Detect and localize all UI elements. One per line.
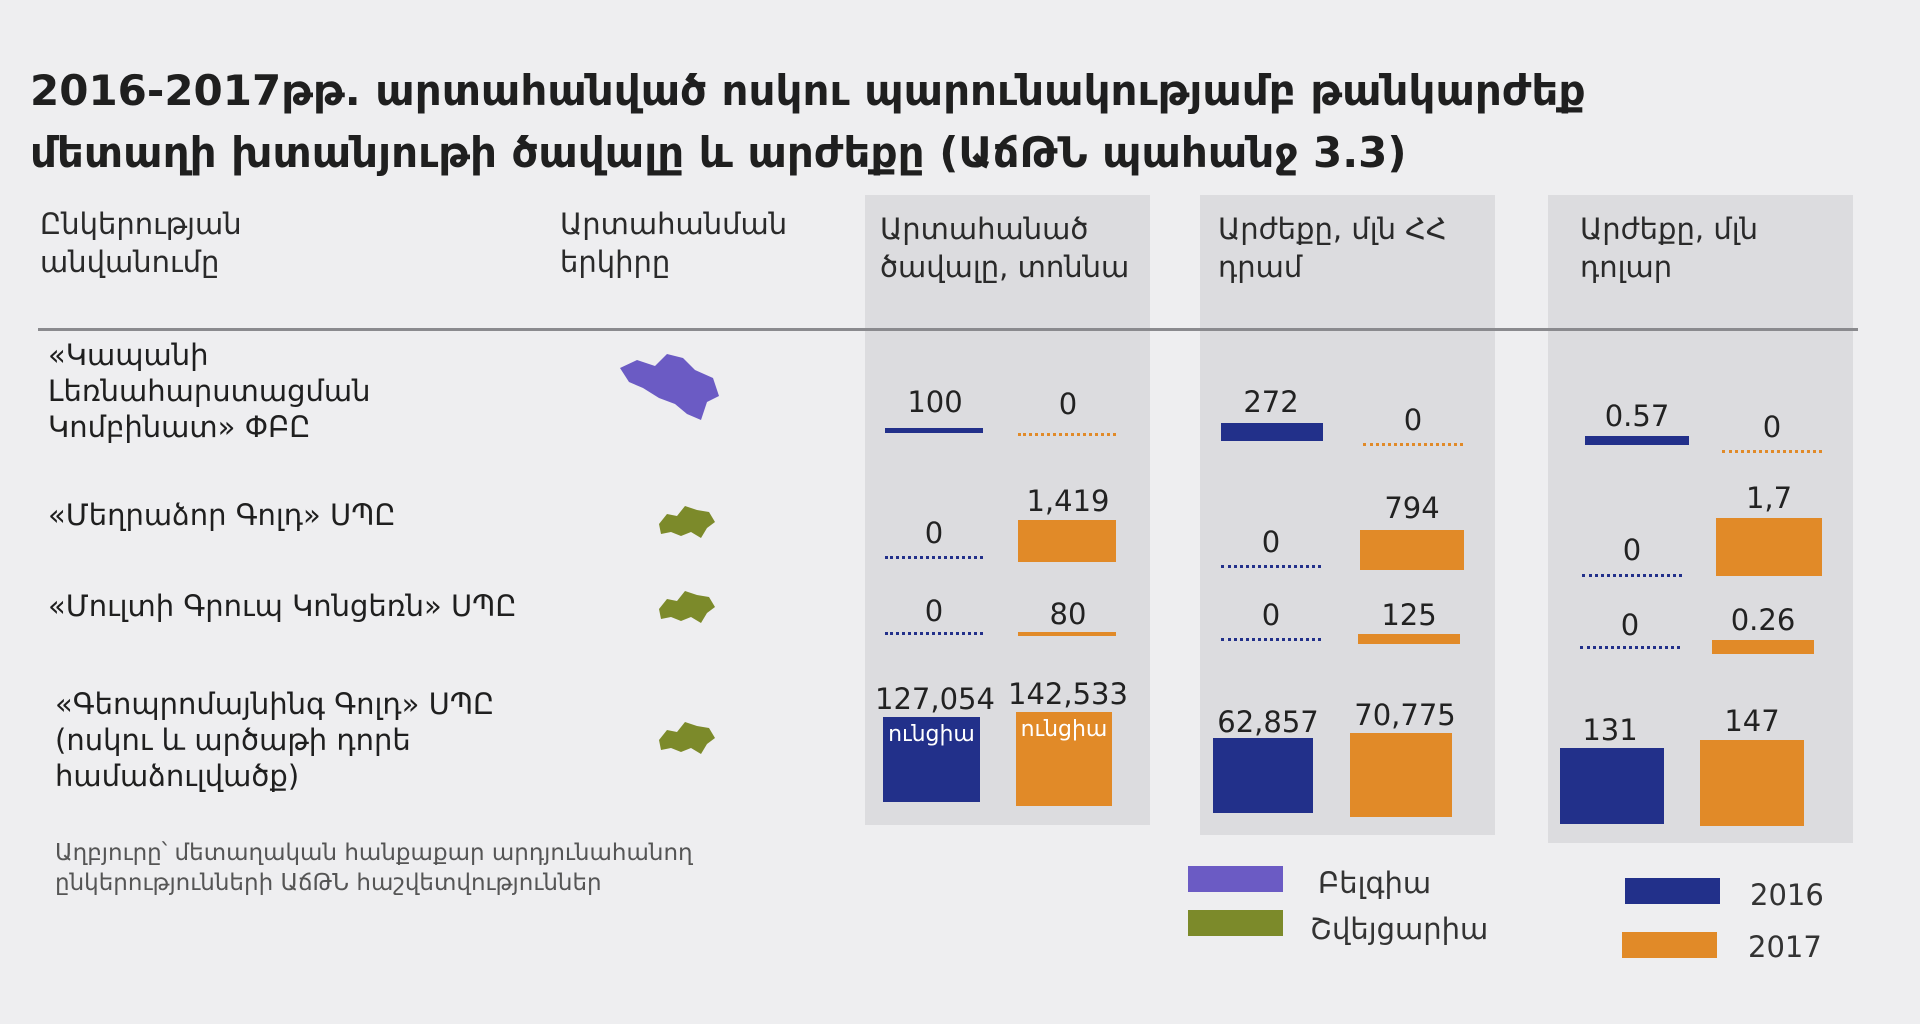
switzerland-map-icon [659, 506, 715, 538]
legend-label-switzerland: Շվեյցարիա [1310, 912, 1489, 946]
belgium-map-icon [620, 354, 719, 420]
legend-label-2017: 2017 [1748, 930, 1822, 964]
data-label-r2-usd-2016: 0 [1622, 533, 1642, 567]
source-note: Աղբյուրը՝ մետաղական հանքաքար արդյունահան… [55, 840, 693, 896]
bar-r4-usd-2016 [1560, 748, 1664, 824]
bar-r2-amd-2017 [1360, 530, 1464, 570]
data-label-r1-usd-2016: 0.57 [1604, 399, 1670, 433]
data-label-r3-amd-2017: 125 [1381, 598, 1437, 632]
zero-line-r3-usd-2016 [1580, 646, 1680, 649]
bar-r4-usd-2017 [1700, 740, 1804, 826]
data-label-r2-volume-2016: 0 [924, 516, 944, 550]
data-label-r2-amd-2016: 0 [1261, 525, 1281, 559]
row-label-multi-group: «Մուլտի Գրուպ Կոնցեռն» ՍՊԸ [48, 589, 517, 623]
bar-r2-usd-2017 [1716, 518, 1822, 576]
data-label-r3-amd-2016: 0 [1261, 598, 1281, 632]
amd-column-bg [1200, 195, 1495, 835]
data-label-r2-amd-2017: 794 [1384, 491, 1440, 525]
zero-line-r2-usd-2016 [1582, 574, 1682, 577]
zero-line-r3-amd-2016 [1221, 638, 1321, 641]
data-label-r1-volume-2017: 0 [1058, 387, 1078, 421]
data-label-r1-amd-2017: 0 [1403, 403, 1423, 437]
header-country: Արտահանման երկիրը [560, 207, 788, 279]
legend-swatch-belgium [1188, 866, 1283, 892]
legend-label-belgium: Բելգիա [1318, 866, 1432, 900]
unit-note-r4-volume-2016: ունցիա [888, 722, 975, 747]
switzerland-map-icon [659, 722, 715, 754]
bar-r2-volume-2017 [1018, 520, 1116, 562]
data-label-r4-amd-2016: 62,857 [1217, 705, 1319, 739]
bar-r3-amd-2017 [1358, 634, 1460, 644]
data-label-r4-usd-2016: 131 [1582, 713, 1638, 747]
data-label-r2-volume-2017: 1,419 [1026, 484, 1110, 518]
chart-title: 2016-2017թթ. արտահանված ոսկու պարունակու… [30, 66, 1586, 177]
legend-swatch-switzerland [1188, 910, 1283, 936]
data-label-r1-volume-2016: 100 [907, 385, 963, 419]
bar-r1-volume-2016 [885, 428, 983, 433]
bar-r4-amd-2017 [1350, 733, 1452, 817]
data-label-r1-amd-2016: 272 [1243, 385, 1299, 419]
bar-r1-amd-2016 [1221, 423, 1323, 441]
data-label-r4-volume-2016: 127,054 [875, 682, 995, 716]
legend-swatch-2017 [1622, 932, 1717, 958]
data-label-r2-usd-2017: 1,7 [1745, 481, 1793, 515]
bar-r1-usd-2016 [1585, 436, 1689, 445]
data-label-r4-amd-2017: 70,775 [1354, 698, 1456, 732]
legend-label-2016: 2016 [1750, 878, 1824, 912]
header-value-amd: Արժեքը, մլն ՀՀ դրամ [1218, 212, 1447, 284]
header-divider [38, 328, 1858, 331]
row-label-geopromining: «Գեոպրոմայնինգ Գոլդ» ՍՊԸ (ոսկու և արծաթի… [55, 687, 495, 793]
header-value-usd: Արժեքը, մլն դոլար [1580, 212, 1758, 284]
zero-line-r3-volume-2016 [885, 632, 983, 635]
unit-note-r4-volume-2017: ունցիա [1020, 717, 1108, 742]
data-label-r4-volume-2017: 142,533 [1008, 677, 1128, 711]
bar-r4-volume-2016 [883, 717, 980, 802]
zero-line-r1-usd-2017 [1722, 450, 1822, 453]
data-label-r3-volume-2016: 0 [924, 594, 944, 628]
bar-r4-volume-2017 [1016, 712, 1112, 806]
data-label-r4-usd-2017: 147 [1724, 704, 1780, 738]
switzerland-map-icon [659, 591, 715, 623]
zero-line-r1-amd-2017 [1363, 443, 1463, 446]
bar-r4-amd-2016 [1213, 738, 1313, 813]
header-volume: Արտահանած ծավալը, տոննա [880, 212, 1130, 284]
row-label-meghradzor: «Մեղրաձոր Գոլդ» ՍՊԸ [48, 498, 396, 532]
zero-line-r1-volume-2017 [1018, 433, 1116, 436]
data-label-r3-volume-2017: 80 [1049, 597, 1087, 631]
row-label-kapan: «Կապանի Լեռնահարստացման Կոմբինատ» ՓԲԸ [48, 338, 371, 444]
bar-r3-volume-2017 [1018, 632, 1116, 636]
data-label-r3-usd-2017: 0.26 [1730, 603, 1796, 637]
zero-line-r2-volume-2016 [885, 556, 983, 559]
header-company: Ընկերության անվանումը [40, 207, 242, 279]
data-label-r1-usd-2017: 0 [1762, 410, 1782, 444]
legend-swatch-2016 [1625, 878, 1720, 904]
bar-r3-usd-2017 [1712, 640, 1814, 654]
data-label-r3-usd-2016: 0 [1620, 608, 1640, 642]
zero-line-r2-amd-2016 [1221, 565, 1321, 568]
